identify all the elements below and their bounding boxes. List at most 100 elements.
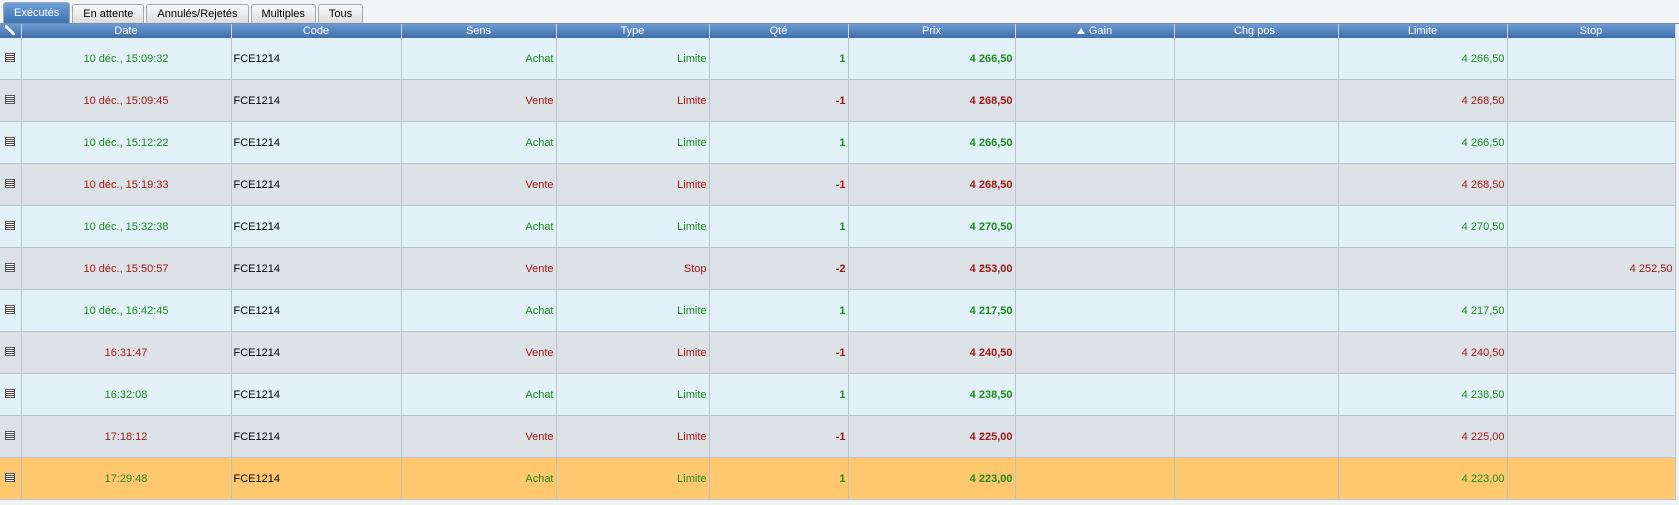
cell-gain xyxy=(1015,38,1175,80)
column-header-label: Gain xyxy=(1088,25,1113,37)
row-icon[interactable] xyxy=(0,205,22,248)
cell-gain xyxy=(1015,163,1175,206)
cell-type: Limite xyxy=(556,38,710,80)
cell-qte: 1 xyxy=(709,205,849,248)
order-row[interactable]: 10 déc., 15:09:45 FCE1214 Vente Limite -1 4 2… xyxy=(0,79,1676,122)
column-header[interactable]: Date xyxy=(21,24,232,38)
tab-bar: Exécutés En attente Annulés/Rejetés Multipl… xyxy=(0,0,1679,24)
cell-sens: Vente xyxy=(401,331,557,374)
cell-sens: Vente xyxy=(401,415,557,458)
order-row[interactable]: 10 déc., 15:50:57 FCE1214 Vente Stop -2 4 253… xyxy=(0,247,1676,290)
tab[interactable]: Tous xyxy=(317,4,364,23)
cell-code: FCE1214 xyxy=(231,247,402,290)
cell-gain xyxy=(1015,457,1175,500)
cell-chg xyxy=(1174,457,1339,500)
cell-limite: 4 217,50 xyxy=(1338,289,1508,332)
tab[interactable]: Annulés/Rejetés xyxy=(146,4,249,23)
cell-limite: 4 266,50 xyxy=(1338,38,1508,80)
row-icon[interactable] xyxy=(0,457,22,500)
cell-date: 10 déc., 15:19:33 xyxy=(21,163,232,206)
cell-gain xyxy=(1015,373,1175,416)
order-row[interactable]: 16:32:08 FCE1214 Achat Limite 1 4 238,50 4 238… xyxy=(0,373,1676,416)
cell-type: Limite xyxy=(556,415,710,458)
cell-sens: Achat xyxy=(401,205,557,248)
column-header[interactable]: Stop xyxy=(1507,24,1676,38)
cell-gain xyxy=(1015,415,1175,458)
cell-prix: 4 270,50 xyxy=(848,205,1016,248)
order-row[interactable]: 10 déc., 15:12:22 FCE1214 Achat Limite 1 4 26… xyxy=(0,121,1676,164)
cell-qte: -1 xyxy=(709,163,849,206)
cell-stop xyxy=(1507,79,1676,122)
column-header[interactable]: Gain xyxy=(1015,24,1175,38)
order-row[interactable]: 17:29:48 FCE1214 Achat Limite 1 4 223,00 4 223… xyxy=(0,457,1676,500)
table-body: 10 déc., 15:09:32 FCE1214 Achat Limite 1 4 26… xyxy=(0,38,1676,500)
cell-date: 17:29:48 xyxy=(21,457,232,500)
cell-type: Limite xyxy=(556,457,710,500)
cell-type: Limite xyxy=(556,373,710,416)
cell-code: FCE1214 xyxy=(231,331,402,374)
cell-type: Limite xyxy=(556,79,710,122)
column-header[interactable]: Limite xyxy=(1338,24,1508,38)
cell-prix: 4 223,00 xyxy=(848,457,1016,500)
cell-gain xyxy=(1015,79,1175,122)
cell-code: FCE1214 xyxy=(231,163,402,206)
cell-prix: 4 266,50 xyxy=(848,38,1016,80)
row-icon[interactable] xyxy=(0,289,22,332)
row-icon[interactable] xyxy=(0,373,22,416)
row-icon[interactable] xyxy=(0,415,22,458)
cell-sens: Vente xyxy=(401,79,557,122)
row-icon[interactable] xyxy=(0,79,22,122)
cell-code: FCE1214 xyxy=(231,205,402,248)
order-row[interactable]: 10 déc., 15:09:32 FCE1214 Achat Limite 1 4 26… xyxy=(0,38,1676,80)
cell-qte: -1 xyxy=(709,79,849,122)
row-icon[interactable] xyxy=(0,163,22,206)
column-header[interactable]: Sens xyxy=(401,24,557,38)
cell-type: Stop xyxy=(556,247,710,290)
cell-code: FCE1214 xyxy=(231,38,402,80)
cell-stop xyxy=(1507,331,1676,374)
cell-code: FCE1214 xyxy=(231,373,402,416)
cell-chg xyxy=(1174,373,1339,416)
cell-stop xyxy=(1507,163,1676,206)
column-header[interactable]: Chg pos. xyxy=(1174,24,1339,38)
order-row[interactable]: 17:18:12 FCE1214 Vente Limite -1 4 225,00 4 22… xyxy=(0,415,1676,458)
tab[interactable]: Multiples xyxy=(250,4,316,23)
order-row[interactable]: 10 déc., 15:32:38 FCE1214 Achat Limite 1 4 27… xyxy=(0,205,1676,248)
settings-header[interactable] xyxy=(0,24,22,38)
row-icon[interactable] xyxy=(0,38,22,80)
cell-chg xyxy=(1174,247,1339,290)
cell-sens: Achat xyxy=(401,121,557,164)
column-header[interactable]: Code xyxy=(231,24,402,38)
cell-limite: 4 225,00 xyxy=(1338,415,1508,458)
cell-date: 10 déc., 15:12:22 xyxy=(21,121,232,164)
cell-gain xyxy=(1015,331,1175,374)
cell-prix: 4 268,50 xyxy=(848,79,1016,122)
cell-qte: 1 xyxy=(709,373,849,416)
cell-type: Limite xyxy=(556,205,710,248)
cell-chg xyxy=(1174,415,1339,458)
cell-chg xyxy=(1174,79,1339,122)
cell-type: Limite xyxy=(556,331,710,374)
cell-stop xyxy=(1507,415,1676,458)
cell-code: FCE1214 xyxy=(231,79,402,122)
row-icon[interactable] xyxy=(0,331,22,374)
cell-date: 16:32:08 xyxy=(21,373,232,416)
tab[interactable]: En attente xyxy=(72,4,145,23)
cell-qte: 1 xyxy=(709,457,849,500)
cell-code: FCE1214 xyxy=(231,415,402,458)
cell-limite: 4 266,50 xyxy=(1338,121,1508,164)
row-icon[interactable] xyxy=(0,121,22,164)
cell-gain xyxy=(1015,289,1175,332)
cell-type: Limite xyxy=(556,289,710,332)
cell-qte: -1 xyxy=(709,415,849,458)
row-icon[interactable] xyxy=(0,247,22,290)
cell-chg xyxy=(1174,205,1339,248)
column-header[interactable]: Prix xyxy=(848,24,1016,38)
order-row[interactable]: 10 déc., 15:19:33 FCE1214 Vente Limite -1 4 2… xyxy=(0,163,1676,206)
order-row[interactable]: 16:31:47 FCE1214 Vente Limite -1 4 240,50 4 24… xyxy=(0,331,1676,374)
tab[interactable]: Exécutés xyxy=(3,2,71,23)
column-header[interactable]: Type xyxy=(556,24,710,38)
order-row[interactable]: 10 déc., 16:42:45 FCE1214 Achat Limite 1 4 21… xyxy=(0,289,1676,332)
cell-qte: -2 xyxy=(709,247,849,290)
column-header[interactable]: Qté xyxy=(709,24,849,38)
